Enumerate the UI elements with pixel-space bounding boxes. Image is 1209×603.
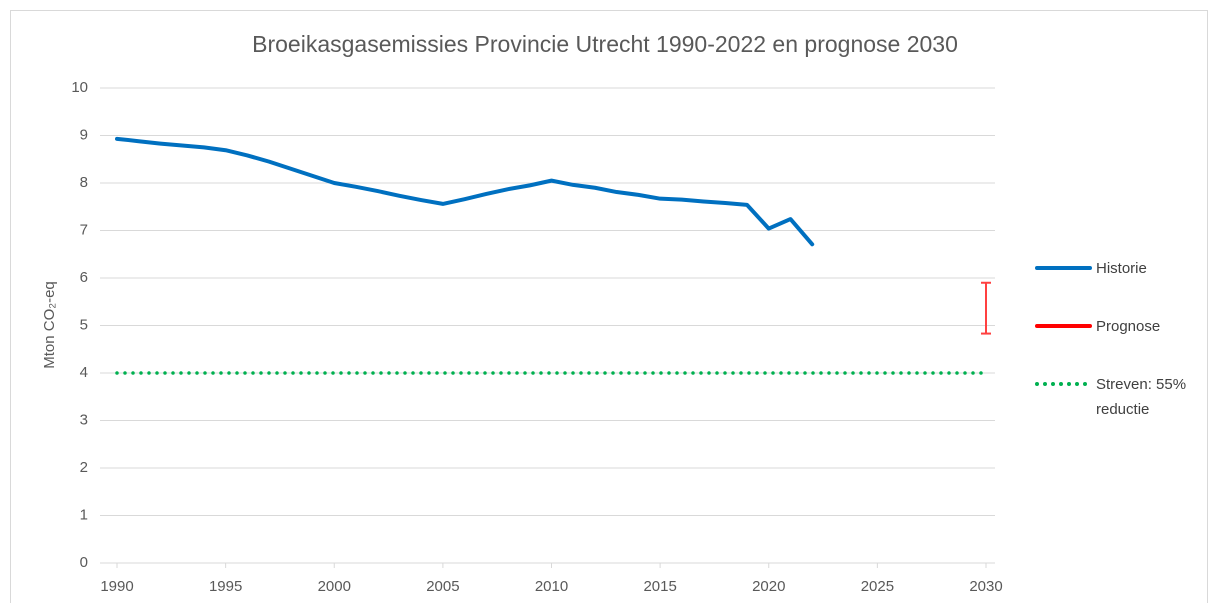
y-tick-label: 1 [80, 506, 88, 523]
x-tick-label: 2030 [969, 578, 1002, 595]
series-line [115, 136, 815, 247]
legend-label: Historie [1096, 260, 1147, 277]
y-tick-label: 0 [80, 554, 88, 571]
y-tick-label: 3 [80, 411, 88, 428]
x-tick-label: 2020 [752, 578, 785, 595]
chart-title: Broeikasgasemissies Provincie Utrecht 19… [252, 31, 958, 57]
y-tick-label: 10 [71, 79, 88, 96]
x-tick-label: 1990 [100, 578, 133, 595]
x-tick-label: 2005 [426, 578, 459, 595]
error-bar [981, 281, 991, 335]
y-tick-label: 2 [80, 459, 88, 476]
chart-border [10, 10, 1208, 603]
y-tick-label: 6 [80, 269, 88, 286]
y-tick-label: 5 [80, 316, 88, 333]
y-axis-label: Mton CO₂-eq [41, 281, 58, 369]
x-tick-label: 2015 [643, 578, 676, 595]
y-tick-label: 7 [80, 221, 88, 238]
y-tick-label: 9 [80, 126, 88, 143]
legend-label: Streven: 55% reductie [1096, 376, 1187, 418]
y-tick-label: 4 [80, 364, 88, 381]
x-tick-label: 2010 [535, 578, 568, 595]
x-tick-label: 2025 [861, 578, 894, 595]
legend-label: Prognose [1096, 318, 1161, 335]
x-tick-label: 1995 [209, 578, 242, 595]
x-tick-label: 2000 [318, 578, 351, 595]
y-tick-label: 8 [80, 174, 88, 191]
